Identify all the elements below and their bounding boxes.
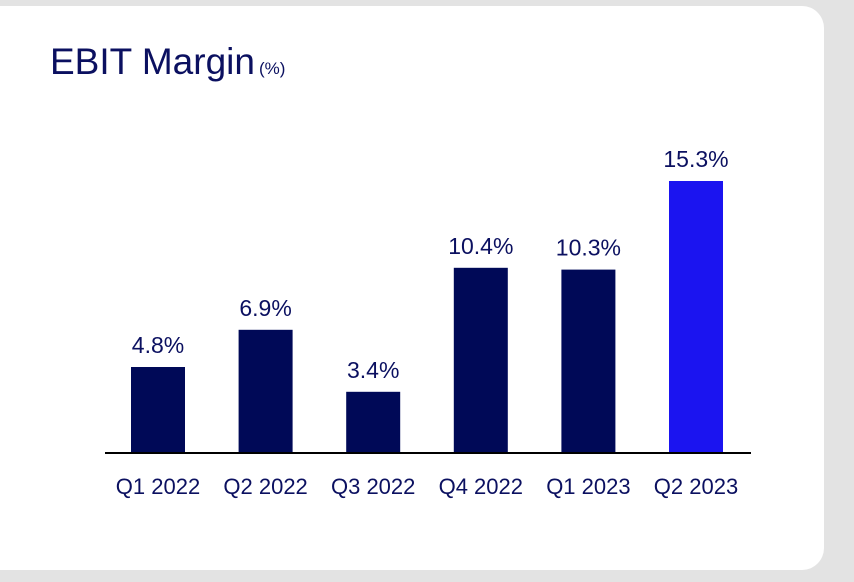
data-label-q2-2022: 6.9% <box>239 295 291 321</box>
data-label-q3-2022: 3.4% <box>347 357 399 383</box>
x-tick-label-q3-2022: Q3 2022 <box>331 474 415 499</box>
x-tick-label-q1-2022: Q1 2022 <box>116 474 200 499</box>
bar-q1-2022 <box>131 367 185 452</box>
bar-q3-2022 <box>346 391 401 452</box>
bar-q4-2022 <box>453 267 508 452</box>
data-label-q4-2022: 10.4% <box>448 233 513 259</box>
chart-title-text: EBIT Margin <box>50 41 255 82</box>
x-tick-label-q4-2022: Q4 2022 <box>439 474 523 499</box>
bar-q2-2023 <box>669 181 723 452</box>
data-label-q1-2023: 10.3% <box>556 235 621 261</box>
chart-title-unit: (%) <box>258 59 286 78</box>
data-label-q2-2023: 15.3% <box>663 146 728 172</box>
data-label-q1-2022: 4.8% <box>132 332 184 358</box>
bar-q2-2022 <box>238 329 293 452</box>
chart-title: EBIT Margin (%) <box>50 41 286 83</box>
x-tick-label-q2-2022: Q2 2022 <box>223 474 307 499</box>
x-tick-label-q1-2023: Q1 2023 <box>546 474 630 499</box>
bar-q1-2023 <box>561 269 616 452</box>
x-tick-label-q2-2023: Q2 2023 <box>654 474 738 499</box>
